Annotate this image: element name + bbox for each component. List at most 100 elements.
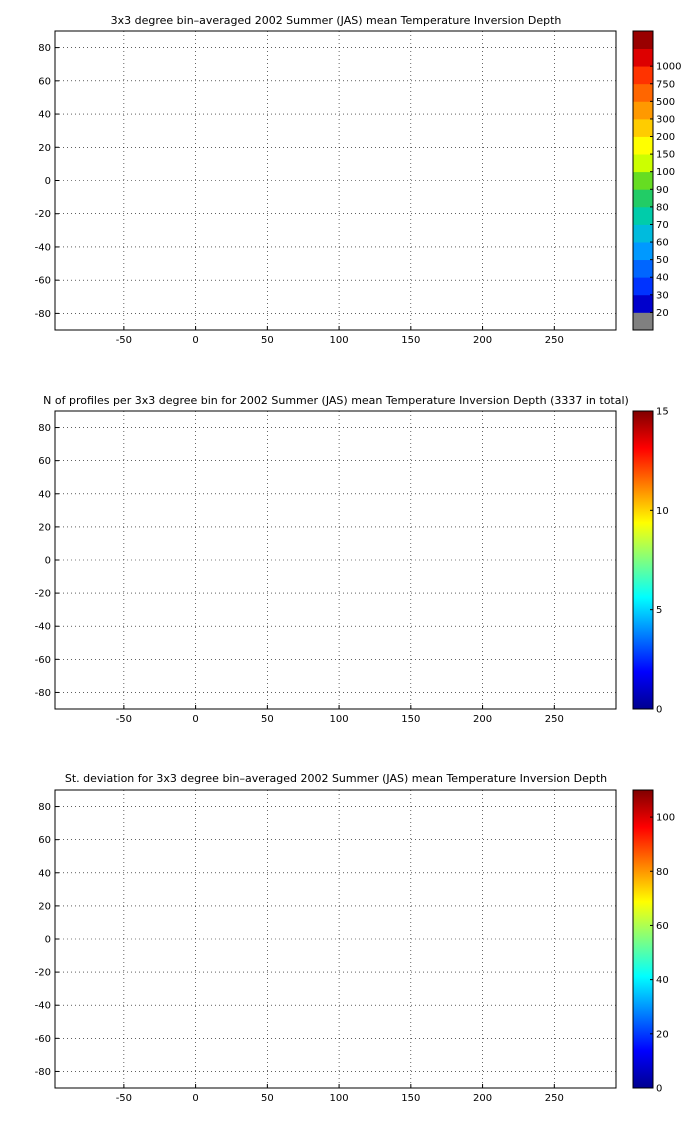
y-tick-label: 60 [38,456,51,467]
colorbar-label: 80 [656,202,669,213]
y-tick-label: 80 [38,802,51,813]
colorbar-segment [633,171,653,190]
colorbar-label: 5 [656,605,662,616]
y-tick-label: 0 [45,556,51,567]
y-tick-label: 20 [38,522,51,533]
x-tick-label: 50 [261,335,274,346]
colorbar-label: 300 [656,114,675,125]
x-tick-label: 150 [401,335,420,346]
panel-title: St. deviation for 3x3 degree bin–average… [65,772,607,785]
colorbar-label: 20 [656,308,669,319]
colorbar-label: 15 [656,407,669,418]
y-tick-label: -60 [35,276,51,287]
x-tick-label: 200 [473,714,492,725]
y-tick-label: -40 [35,622,51,633]
x-tick-label: 100 [330,714,349,725]
colorbar-label: 20 [656,1029,669,1040]
colorbar-label: 30 [656,290,669,301]
x-tick-label: 0 [192,714,198,725]
colorbar-segment [633,277,653,296]
panel-title: N of profiles per 3x3 degree bin for 200… [43,394,629,407]
colorbar-segment [633,154,653,173]
y-tick-label: 20 [38,143,51,154]
colorbar-segment [633,312,653,331]
y-tick-label: 20 [38,901,51,912]
y-tick-label: -80 [35,309,51,320]
y-tick-label: 0 [45,935,51,946]
y-tick-label: 60 [38,76,51,87]
y-tick-label: -20 [35,209,51,220]
colorbar-outline [632,30,654,331]
y-tick-label: -40 [35,1001,51,1012]
y-tick-label: -20 [35,589,51,600]
panel-title: 3x3 degree bin–averaged 2002 Summer (JAS… [111,14,562,27]
colorbar-outline [632,410,654,710]
y-tick-label: 80 [38,43,51,54]
colorbar-label: 1000 [656,62,681,73]
x-tick-label: 250 [545,335,564,346]
colorbar-label: 100 [656,167,675,178]
profile-count-panel: N of profiles per 3x3 degree bin for 200… [35,394,669,725]
colorbar-label: 50 [656,255,669,266]
colorbar-label: 500 [656,97,675,108]
y-tick-label: 40 [38,489,51,500]
x-tick-label: 0 [192,335,198,346]
x-tick-label: 100 [330,335,349,346]
x-tick-label: 100 [330,1093,349,1104]
std-deviation-panel: St. deviation for 3x3 degree bin–average… [35,772,675,1104]
y-tick-label: 80 [38,423,51,434]
x-tick-label: 0 [192,1093,198,1104]
colorbar-segment [633,83,653,102]
colorbar-segment [633,242,653,261]
colorbar-outline [632,789,654,1089]
y-tick-label: -80 [35,1067,51,1078]
colorbar-label: 60 [656,921,669,932]
x-tick-label: 150 [401,714,420,725]
colorbar-label: 0 [656,705,662,716]
colorbar-label: 40 [656,975,669,986]
y-tick-label: 40 [38,868,51,879]
y-tick-label: 60 [38,835,51,846]
colorbar: 0 20 40 60 80 100 [632,789,675,1095]
colorbar-segment [633,206,653,225]
colorbar-label: 750 [656,79,675,90]
x-tick-label: 250 [545,714,564,725]
colorbar-label: 0 [656,1084,662,1095]
x-tick-label: 150 [401,1093,420,1104]
x-tick-label: 50 [261,714,274,725]
colorbar-label: 60 [656,238,669,249]
x-tick-label: -50 [116,1093,132,1104]
y-tick-label: -60 [35,1034,51,1045]
colorbar-segment [633,224,653,243]
colorbar-label: 10 [656,506,669,517]
colorbar-segment [633,189,653,208]
colorbar-label: 90 [656,185,669,196]
y-tick-label: -40 [35,242,51,253]
x-tick-label: -50 [116,714,132,725]
y-tick-label: -60 [35,655,51,666]
x-tick-label: -50 [116,335,132,346]
colorbar-gradient [633,790,653,1088]
x-tick-label: 200 [473,1093,492,1104]
y-tick-label: 40 [38,110,51,121]
colorbar-segment [633,48,653,67]
colorbar-segment [633,136,653,155]
colorbar-label: 70 [656,220,669,231]
colorbar-label: 80 [656,867,669,878]
colorbar-segment [633,31,653,49]
colorbar-label: 40 [656,273,669,284]
colorbar: 20 30 40 50 60 70 80 90 100 150 200 300 500 750 1000 [632,30,681,331]
y-tick-label: 0 [45,176,51,187]
colorbar-label: 200 [656,132,675,143]
colorbar-segment [633,294,653,313]
colorbar-segment [633,101,653,120]
colorbar-segment [633,259,653,278]
colorbar-label: 150 [656,150,675,161]
y-tick-label: -80 [35,688,51,699]
colorbar-gradient [633,411,653,709]
colorbar: 0 5 10 15 [632,407,669,716]
